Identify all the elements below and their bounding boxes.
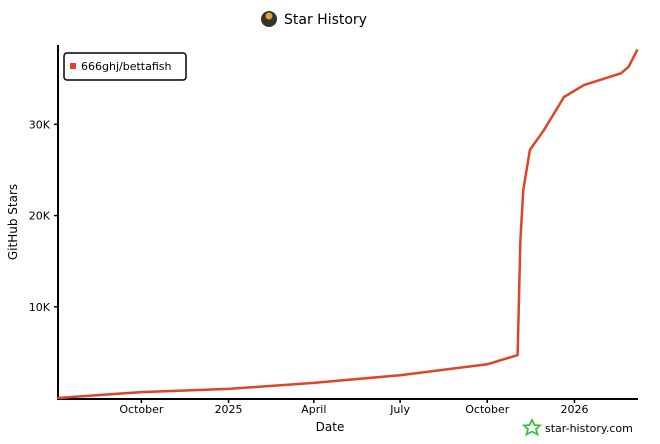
- x-tick-label: 2025: [215, 403, 243, 416]
- legend-label: 666ghj/bettafish: [81, 60, 171, 73]
- chart-title-text: Star History: [284, 12, 367, 28]
- axes: [57, 45, 638, 399]
- x-tick-label: April: [301, 403, 326, 416]
- x-tick-label: July: [389, 403, 410, 416]
- x-axis-label: Date: [316, 420, 345, 434]
- legend-swatch: [70, 63, 76, 69]
- x-tick-label: 2026: [560, 403, 588, 416]
- y-tick-label: 20K: [29, 210, 51, 223]
- y-axis-label: GitHub Stars: [6, 184, 20, 260]
- y-ticks: 10K 20K 30K: [29, 118, 58, 313]
- legend: 666ghj/bettafish: [64, 53, 186, 80]
- watermark-text[interactable]: star-history.com: [545, 422, 633, 435]
- chart-title: Star History: [261, 11, 367, 28]
- x-tick-label: October: [119, 403, 163, 416]
- y-tick-label: 30K: [29, 118, 51, 131]
- y-tick-label: 10K: [29, 301, 51, 314]
- series-line: [58, 51, 637, 399]
- star-icon: [524, 420, 540, 435]
- watermark[interactable]: star-history.com: [524, 420, 633, 435]
- avatar-icon-highlight: [266, 13, 273, 20]
- x-ticks: October 2025 April July October 2026: [119, 399, 588, 416]
- series-group: [58, 50, 637, 398]
- x-tick-label: October: [465, 403, 509, 416]
